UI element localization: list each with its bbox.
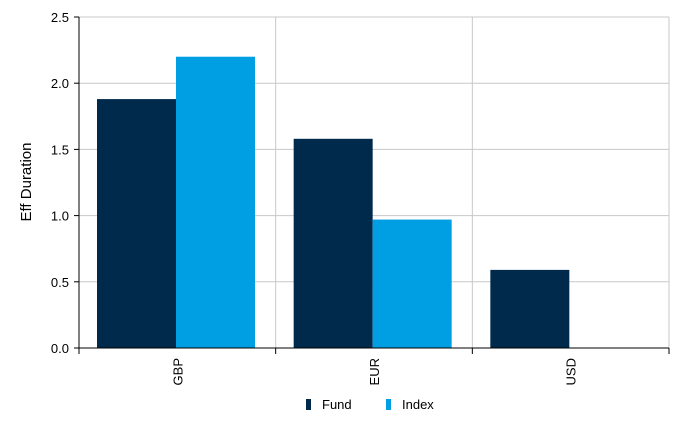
bar-fund-usd [490,269,570,348]
y-tick-label: 0.0 [51,341,69,356]
bars [97,56,570,348]
y-tick-label: 1.5 [51,142,69,157]
x-tick-label: GBP [170,358,185,385]
legend-swatch-index [386,399,391,410]
legend-swatch-fund [306,399,311,410]
legend-label-fund: Fund [322,397,352,412]
bar-index-gbp [176,56,255,348]
axes: 0.0 0.5 1.0 1.5 2.0 2.5 GBP EUR USD [51,10,670,385]
legend: Fund Index [306,397,434,412]
y-tick-label: 2.5 [51,10,69,25]
y-axis-title: Eff Duration [18,143,35,222]
y-tick-label: 1.0 [51,209,69,224]
y-tick-label: 2.0 [51,76,69,91]
x-tick-label: USD [564,358,579,385]
bar-fund-gbp [97,99,176,348]
x-tick-label: EUR [367,358,382,385]
bar-index-eur [372,219,452,348]
y-tick-label: 0.5 [51,275,69,290]
bar-fund-eur [293,138,373,348]
legend-label-index: Index [402,397,434,412]
